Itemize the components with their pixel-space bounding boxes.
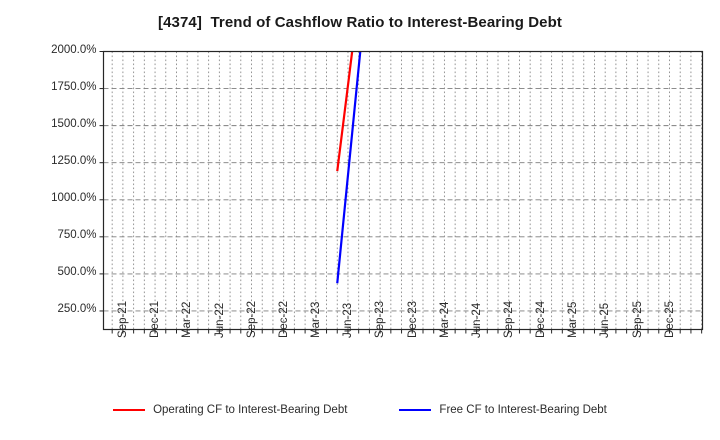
x-axis-tick-label: Sep-24 (503, 300, 515, 338)
x-axis-tick-label: Mar-23 (310, 301, 323, 338)
x-axis-tick-label: Dec-25 (663, 300, 676, 338)
axis-ticks (99, 51, 703, 334)
x-axis-tick-label: Mar-24 (438, 301, 451, 338)
x-axis-tick-label: Dec-22 (277, 300, 290, 338)
x-axis-tick-label: Mar-25 (567, 301, 580, 338)
series-layer (336, 51, 362, 284)
legend-line-swatch (399, 409, 432, 411)
x-axis-tick-label: Mar-22 (181, 301, 194, 338)
legend-line-swatch (113, 409, 146, 411)
x-axis-tick-label: Jun-24 (470, 302, 483, 338)
x-axis-tick-label: Jun-23 (342, 302, 355, 338)
x-axis-tick-label: Dec-21 (149, 300, 162, 338)
y-axis-tick-label: 250.0% (57, 302, 97, 315)
chart-title: [4374] Trend of Cashflow Ratio to Intere… (158, 14, 562, 31)
y-axis-tick-label: 1000.0% (51, 191, 97, 204)
legend-item[interactable]: Operating CF to Interest-Bearing Debt (113, 404, 347, 416)
legend-item[interactable]: Free CF to Interest-Bearing Debt (399, 404, 607, 416)
x-axis-tick-label: Sep-22 (245, 300, 258, 338)
chart-legend: Operating CF to Interest-Bearing Debt Fre… (0, 404, 720, 416)
y-axis-tick-label: 500.0% (57, 265, 97, 278)
y-axis-tick-label: 2000.0% (51, 43, 97, 56)
y-axis-tick-label: 1750.0% (51, 80, 97, 93)
grid-layer (103, 51, 703, 330)
series-line-1 (336, 51, 362, 284)
x-axis-tick-label: Sep-23 (374, 300, 387, 338)
x-axis-tick-label: Sep-21 (117, 300, 130, 338)
legend-label: Operating CF to Interest-Bearing Debt (153, 404, 348, 416)
legend-label: Free CF to Interest-Bearing Debt (439, 404, 607, 416)
x-axis-tick-label: Jun-25 (599, 302, 612, 338)
series-line-0 (336, 51, 354, 172)
x-axis-tick-label: Dec-23 (406, 300, 419, 338)
x-axis-tick-label: Jun-22 (213, 302, 226, 338)
x-axis-tick-label: Sep-25 (631, 300, 644, 338)
y-axis-tick-label: 750.0% (57, 228, 97, 241)
y-axis-tick-label: 1250.0% (51, 154, 97, 167)
x-axis-tick-label: Dec-24 (535, 300, 548, 338)
plot-frame (102, 50, 704, 331)
y-axis-tick-label: 1500.0% (51, 117, 97, 130)
